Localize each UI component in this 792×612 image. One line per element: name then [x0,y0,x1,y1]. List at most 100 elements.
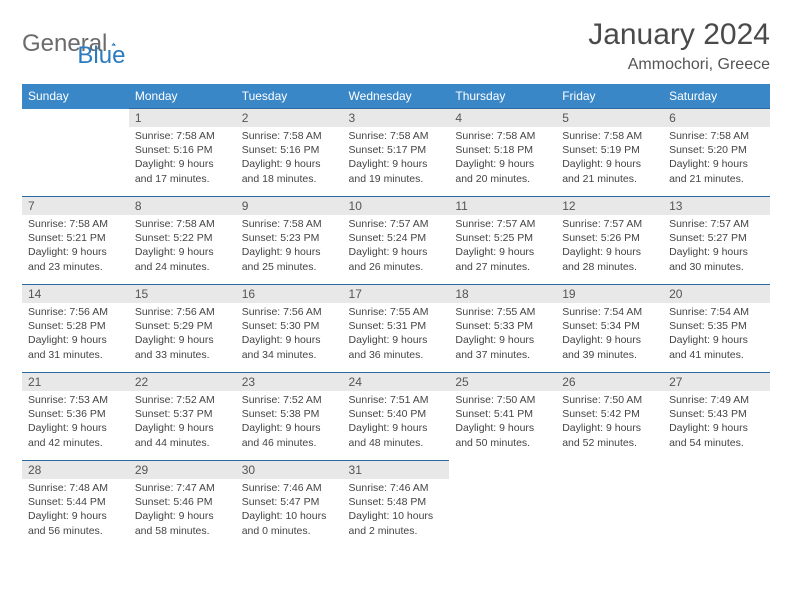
day-details: Sunrise: 7:58 AMSunset: 5:17 PMDaylight:… [343,127,450,190]
day-details: Sunrise: 7:58 AMSunset: 5:21 PMDaylight:… [22,215,129,278]
calendar-cell: 18Sunrise: 7:55 AMSunset: 5:33 PMDayligh… [449,285,556,373]
day-details: Sunrise: 7:51 AMSunset: 5:40 PMDaylight:… [343,391,450,454]
day-number: 26 [556,373,663,391]
calendar-week-row: 28Sunrise: 7:48 AMSunset: 5:44 PMDayligh… [22,461,770,549]
header: General Blue January 2024 Ammochori, Gre… [22,18,770,74]
weekday-header: Saturday [663,84,770,109]
weekday-header: Sunday [22,84,129,109]
day-number: 2 [236,109,343,127]
calendar-cell: 26Sunrise: 7:50 AMSunset: 5:42 PMDayligh… [556,373,663,461]
calendar-cell: 11Sunrise: 7:57 AMSunset: 5:25 PMDayligh… [449,197,556,285]
day-details: Sunrise: 7:52 AMSunset: 5:38 PMDaylight:… [236,391,343,454]
day-details: Sunrise: 7:58 AMSunset: 5:20 PMDaylight:… [663,127,770,190]
day-number: 12 [556,197,663,215]
calendar-cell: 31Sunrise: 7:46 AMSunset: 5:48 PMDayligh… [343,461,450,549]
calendar-cell: 28Sunrise: 7:48 AMSunset: 5:44 PMDayligh… [22,461,129,549]
day-details: Sunrise: 7:50 AMSunset: 5:41 PMDaylight:… [449,391,556,454]
calendar-week-row: 1Sunrise: 7:58 AMSunset: 5:16 PMDaylight… [22,109,770,197]
day-details: Sunrise: 7:58 AMSunset: 5:16 PMDaylight:… [236,127,343,190]
day-details: Sunrise: 7:58 AMSunset: 5:16 PMDaylight:… [129,127,236,190]
calendar-week-row: 21Sunrise: 7:53 AMSunset: 5:36 PMDayligh… [22,373,770,461]
day-number: 7 [22,197,129,215]
calendar-cell: 9Sunrise: 7:58 AMSunset: 5:23 PMDaylight… [236,197,343,285]
day-details: Sunrise: 7:46 AMSunset: 5:48 PMDaylight:… [343,479,450,542]
day-details: Sunrise: 7:57 AMSunset: 5:24 PMDaylight:… [343,215,450,278]
calendar-cell: 20Sunrise: 7:54 AMSunset: 5:35 PMDayligh… [663,285,770,373]
day-number: 17 [343,285,450,303]
day-details: Sunrise: 7:54 AMSunset: 5:35 PMDaylight:… [663,303,770,366]
day-number: 22 [129,373,236,391]
day-number: 6 [663,109,770,127]
calendar-cell: 29Sunrise: 7:47 AMSunset: 5:46 PMDayligh… [129,461,236,549]
calendar-cell [556,461,663,549]
calendar-week-row: 14Sunrise: 7:56 AMSunset: 5:28 PMDayligh… [22,285,770,373]
day-details: Sunrise: 7:50 AMSunset: 5:42 PMDaylight:… [556,391,663,454]
weekday-header: Monday [129,84,236,109]
day-details: Sunrise: 7:56 AMSunset: 5:29 PMDaylight:… [129,303,236,366]
day-details: Sunrise: 7:49 AMSunset: 5:43 PMDaylight:… [663,391,770,454]
calendar-cell: 12Sunrise: 7:57 AMSunset: 5:26 PMDayligh… [556,197,663,285]
calendar-cell: 7Sunrise: 7:58 AMSunset: 5:21 PMDaylight… [22,197,129,285]
calendar-cell: 2Sunrise: 7:58 AMSunset: 5:16 PMDaylight… [236,109,343,197]
day-details: Sunrise: 7:48 AMSunset: 5:44 PMDaylight:… [22,479,129,542]
day-details: Sunrise: 7:53 AMSunset: 5:36 PMDaylight:… [22,391,129,454]
calendar-cell: 5Sunrise: 7:58 AMSunset: 5:19 PMDaylight… [556,109,663,197]
day-number: 16 [236,285,343,303]
title-block: January 2024 Ammochori, Greece [588,18,770,74]
day-details: Sunrise: 7:58 AMSunset: 5:23 PMDaylight:… [236,215,343,278]
day-number: 18 [449,285,556,303]
day-number: 4 [449,109,556,127]
day-details: Sunrise: 7:54 AMSunset: 5:34 PMDaylight:… [556,303,663,366]
calendar-cell: 24Sunrise: 7:51 AMSunset: 5:40 PMDayligh… [343,373,450,461]
location: Ammochori, Greece [588,56,770,74]
month-title: January 2024 [588,18,770,52]
calendar-cell: 6Sunrise: 7:58 AMSunset: 5:20 PMDaylight… [663,109,770,197]
calendar-cell: 15Sunrise: 7:56 AMSunset: 5:29 PMDayligh… [129,285,236,373]
day-details: Sunrise: 7:55 AMSunset: 5:33 PMDaylight:… [449,303,556,366]
calendar-cell: 22Sunrise: 7:52 AMSunset: 5:37 PMDayligh… [129,373,236,461]
logo: General Blue [22,18,125,70]
day-number: 8 [129,197,236,215]
day-details: Sunrise: 7:58 AMSunset: 5:22 PMDaylight:… [129,215,236,278]
day-number: 19 [556,285,663,303]
weekday-header: Thursday [449,84,556,109]
calendar-cell: 27Sunrise: 7:49 AMSunset: 5:43 PMDayligh… [663,373,770,461]
day-number: 5 [556,109,663,127]
day-details: Sunrise: 7:57 AMSunset: 5:27 PMDaylight:… [663,215,770,278]
weekday-header: Friday [556,84,663,109]
day-details: Sunrise: 7:57 AMSunset: 5:25 PMDaylight:… [449,215,556,278]
day-details: Sunrise: 7:47 AMSunset: 5:46 PMDaylight:… [129,479,236,542]
logo-text-blue: Blue [77,42,125,70]
calendar-cell: 13Sunrise: 7:57 AMSunset: 5:27 PMDayligh… [663,197,770,285]
calendar-cell: 25Sunrise: 7:50 AMSunset: 5:41 PMDayligh… [449,373,556,461]
weekday-header-row: SundayMondayTuesdayWednesdayThursdayFrid… [22,84,770,109]
day-number: 9 [236,197,343,215]
day-number: 15 [129,285,236,303]
day-details: Sunrise: 7:58 AMSunset: 5:18 PMDaylight:… [449,127,556,190]
calendar-cell: 8Sunrise: 7:58 AMSunset: 5:22 PMDaylight… [129,197,236,285]
calendar-cell: 10Sunrise: 7:57 AMSunset: 5:24 PMDayligh… [343,197,450,285]
day-number: 28 [22,461,129,479]
calendar-cell [663,461,770,549]
day-number: 3 [343,109,450,127]
day-details: Sunrise: 7:52 AMSunset: 5:37 PMDaylight:… [129,391,236,454]
day-number: 1 [129,109,236,127]
day-details: Sunrise: 7:46 AMSunset: 5:47 PMDaylight:… [236,479,343,542]
calendar-cell: 17Sunrise: 7:55 AMSunset: 5:31 PMDayligh… [343,285,450,373]
day-number: 25 [449,373,556,391]
day-details: Sunrise: 7:56 AMSunset: 5:30 PMDaylight:… [236,303,343,366]
calendar-cell [22,109,129,197]
day-number: 21 [22,373,129,391]
calendar-cell: 30Sunrise: 7:46 AMSunset: 5:47 PMDayligh… [236,461,343,549]
day-number: 11 [449,197,556,215]
calendar-cell: 21Sunrise: 7:53 AMSunset: 5:36 PMDayligh… [22,373,129,461]
calendar-cell: 4Sunrise: 7:58 AMSunset: 5:18 PMDaylight… [449,109,556,197]
day-details: Sunrise: 7:57 AMSunset: 5:26 PMDaylight:… [556,215,663,278]
day-number: 29 [129,461,236,479]
day-number: 27 [663,373,770,391]
day-details: Sunrise: 7:56 AMSunset: 5:28 PMDaylight:… [22,303,129,366]
day-details: Sunrise: 7:58 AMSunset: 5:19 PMDaylight:… [556,127,663,190]
calendar-cell: 19Sunrise: 7:54 AMSunset: 5:34 PMDayligh… [556,285,663,373]
day-number: 10 [343,197,450,215]
weekday-header: Wednesday [343,84,450,109]
